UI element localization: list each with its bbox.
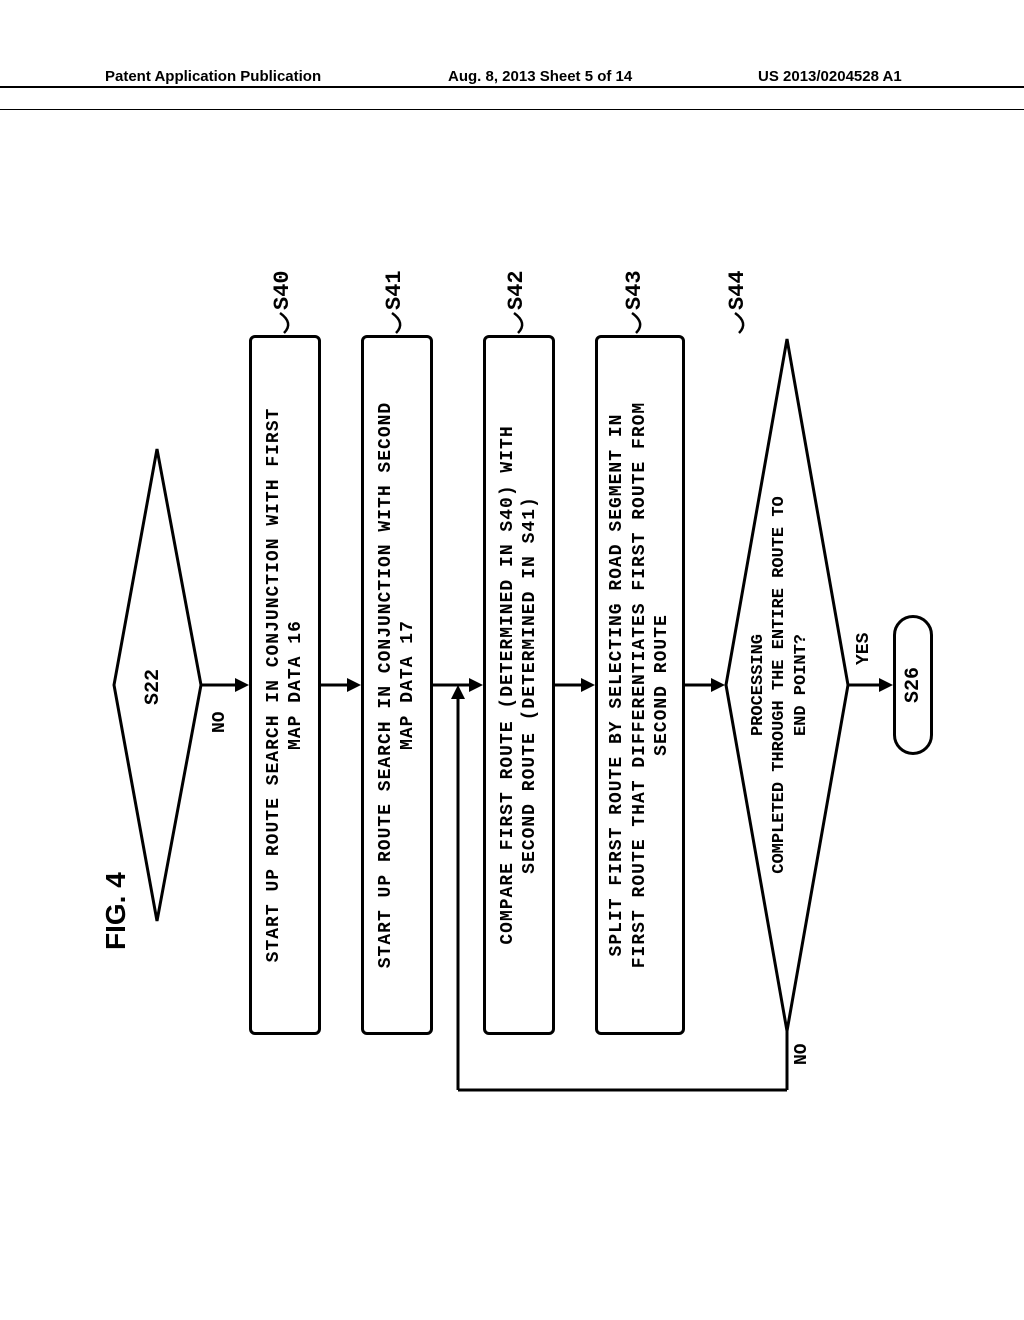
loopback-vertical [448, 1020, 798, 1100]
arrow-s40-s41 [321, 675, 361, 695]
figure-4: FIG. 4 S22 NO START UP ROUTE SEARCH IN C… [110, 180, 930, 1190]
process-s40-text: START UP ROUTE SEARCH IN CONJUNCTION WIT… [263, 408, 308, 963]
process-s43: SPLIT FIRST ROUTE BY SELECTING ROAD SEGM… [595, 335, 685, 1035]
flowchart-rotated-wrapper: S22 NO START UP ROUTE SEARCH IN CONJUNCT… [110, 185, 930, 1185]
arrow-s42-s43 [555, 675, 595, 695]
process-s42: COMPARE FIRST ROUTE (DETERMINED IN S40) … [483, 335, 555, 1035]
arrow-s44-s26 [848, 675, 893, 695]
branch-yes-s44: YES [854, 633, 874, 665]
process-s43-text: SPLIT FIRST ROUTE BY SELECTING ROAD SEGM… [606, 402, 674, 968]
process-s41: START UP ROUTE SEARCH IN CONJUNCTION WIT… [361, 335, 433, 1035]
header-right: US 2013/0204528 A1 [758, 68, 902, 85]
process-s42-text: COMPARE FIRST ROUTE (DETERMINED IN S40) … [497, 425, 542, 944]
header-center: Aug. 8, 2013 Sheet 5 of 14 [448, 68, 632, 85]
process-s41-text: START UP ROUTE SEARCH IN CONJUNCTION WIT… [375, 402, 420, 968]
branch-no-s44: NO [792, 1043, 812, 1065]
terminator-s26-label: S26 [902, 667, 925, 703]
hook-s40 [266, 305, 296, 335]
branch-no-top: NO [210, 711, 230, 733]
terminator-s26: S26 [893, 615, 933, 755]
hook-s43 [618, 305, 648, 335]
arrow-s22-s40 [201, 675, 249, 695]
process-s40: START UP ROUTE SEARCH IN CONJUNCTION WIT… [249, 335, 321, 1035]
header-left: Patent Application Publication [105, 68, 321, 85]
arrow-s43-s44 [685, 675, 725, 695]
hook-s41 [378, 305, 408, 335]
hook-s44 [721, 305, 751, 335]
hook-s42 [500, 305, 530, 335]
decision-s44-text: PROCESSING COMPLETED THROUGH THE ENTIRE … [748, 445, 812, 925]
page-header: Patent Application Publication Aug. 8, 2… [0, 86, 1024, 110]
decision-s22-label: S22 [142, 669, 165, 705]
